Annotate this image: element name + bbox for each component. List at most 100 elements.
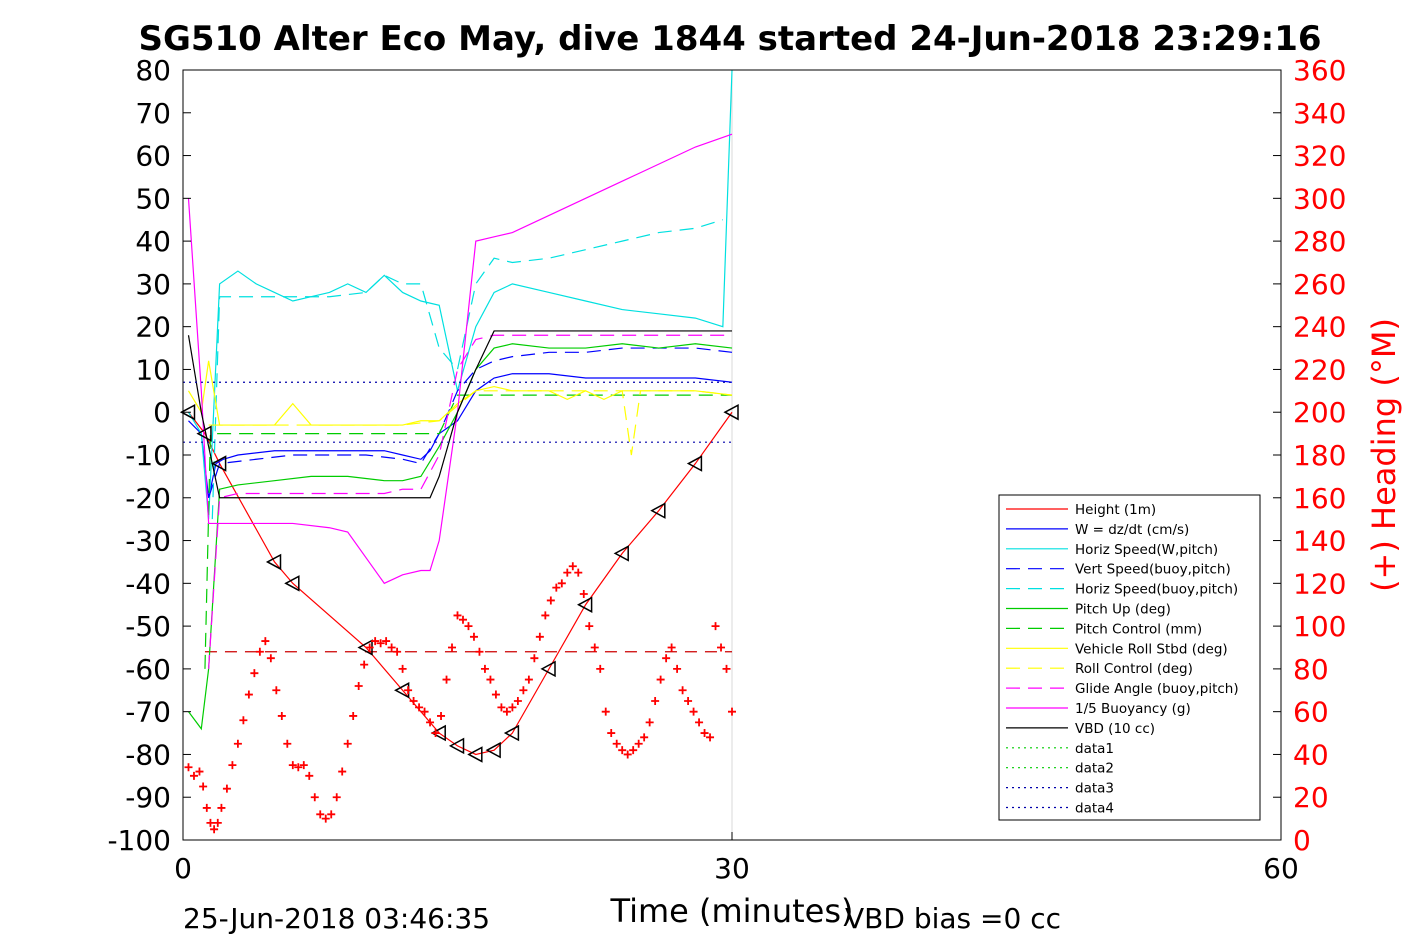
heading-point — [689, 707, 698, 716]
series-line-8 — [208, 390, 733, 456]
y-right-tick-label: 280 — [1293, 225, 1346, 258]
heading-point — [475, 647, 484, 656]
y-right-tick-label: 240 — [1293, 311, 1346, 344]
legend-label: data3 — [1075, 781, 1114, 797]
heading-point — [464, 622, 473, 631]
y-tick-label: 0 — [153, 396, 171, 429]
series-line-9 — [208, 334, 732, 669]
heading-point — [327, 810, 336, 819]
x-tick-label: 30 — [714, 852, 750, 885]
series-line-10 — [187, 133, 733, 585]
y-tick-label: 60 — [135, 140, 171, 173]
heading-point — [321, 814, 330, 823]
legend-label: Vehicle Roll Stbd (deg) — [1075, 641, 1228, 657]
heading-point — [277, 711, 286, 720]
heading-point — [420, 707, 429, 716]
heading-point — [206, 818, 215, 827]
series-line-2 — [187, 69, 733, 520]
heading-point — [491, 690, 500, 699]
y-tick-label: -80 — [125, 738, 171, 771]
heading-point — [360, 660, 369, 669]
heading-point — [601, 707, 610, 716]
y-right-tick-label: 160 — [1293, 482, 1346, 515]
heading-point — [255, 647, 264, 656]
heading-point — [651, 696, 660, 705]
y-tick-label: -50 — [125, 610, 171, 643]
heading-point — [210, 825, 219, 834]
heading-point — [431, 729, 440, 738]
heading-point — [310, 793, 319, 802]
heading-point — [195, 767, 204, 776]
heading-point — [634, 739, 643, 748]
heading-point — [202, 803, 211, 812]
footer-vbd-bias: VBD bias =0 cc — [845, 902, 1061, 935]
y-right-tick-label: 80 — [1293, 653, 1329, 686]
y-right-tick-label: 20 — [1293, 781, 1329, 814]
height-marker — [430, 724, 446, 742]
series-line-5 — [188, 343, 733, 731]
heading-point — [574, 568, 583, 577]
heading-point — [250, 669, 259, 678]
heading-point — [409, 696, 418, 705]
height-marker — [540, 660, 556, 678]
heading-point — [376, 639, 385, 648]
y-right-tick-label: 0 — [1293, 824, 1311, 857]
heading-point — [656, 675, 665, 684]
heading-point — [469, 632, 478, 641]
x-tick-label: 60 — [1263, 852, 1299, 885]
legend-label: Pitch Control (mm) — [1075, 621, 1202, 637]
legend-label: Pitch Up (deg) — [1075, 602, 1171, 618]
height-marker — [211, 455, 227, 472]
heading-point — [728, 707, 736, 716]
heading-point — [530, 654, 539, 663]
heading-point — [426, 718, 435, 727]
heading-point — [557, 579, 566, 588]
series-line-11 — [187, 330, 732, 499]
heading-point — [706, 733, 715, 742]
y-tick-label: -10 — [125, 439, 171, 472]
y-right-axis-ticks: 3603403203002802602402202001801601401201… — [1273, 54, 1346, 857]
heading-point — [453, 611, 462, 620]
heading-point — [722, 664, 731, 673]
heading-point — [199, 782, 208, 791]
y-right-tick-label: 180 — [1293, 439, 1346, 472]
heading-point — [365, 643, 374, 652]
legend-label: Horiz Speed(W,pitch) — [1075, 542, 1218, 558]
y-tick-label: -90 — [125, 781, 171, 814]
heading-point — [585, 622, 594, 631]
heading-point — [228, 761, 237, 770]
x-axis-label: Time (minutes) — [610, 892, 854, 930]
legend: Height (1m) W = dz/dt (cm/s) Horiz Speed(W… — [998, 494, 1261, 821]
heading-point — [673, 664, 682, 673]
heading-point — [519, 686, 528, 695]
heading-point — [283, 739, 292, 748]
y-tick-label: -100 — [107, 824, 171, 857]
heading-point — [458, 615, 467, 624]
y-tick-label: -60 — [125, 653, 171, 686]
legend-label: data1 — [1075, 741, 1114, 757]
y-right-tick-label: 220 — [1293, 353, 1346, 386]
heading-point — [332, 793, 341, 802]
heading-point — [563, 568, 572, 577]
y-right-tick-label: 320 — [1293, 140, 1346, 173]
heading-point — [695, 718, 704, 727]
heading-point — [305, 771, 314, 780]
y-tick-label: -70 — [125, 696, 171, 729]
series-line-6 — [204, 394, 732, 669]
y-tick-label: 70 — [135, 97, 171, 130]
heading-point — [508, 703, 517, 712]
heading-point — [541, 611, 550, 620]
heading-point — [535, 632, 544, 641]
heading-point — [213, 818, 222, 827]
heading-point — [244, 690, 253, 699]
heading-point — [502, 707, 511, 716]
heading-point — [629, 746, 638, 755]
y-right-tick-label: 140 — [1293, 525, 1346, 558]
heading-point — [717, 643, 726, 652]
heading-point — [316, 810, 325, 819]
height-marker — [485, 741, 501, 759]
height-marker — [467, 746, 483, 763]
heading-point — [524, 675, 533, 684]
y-right-tick-label: 260 — [1293, 268, 1346, 301]
legend-label: Horiz Speed(buoy,pitch) — [1075, 582, 1238, 598]
